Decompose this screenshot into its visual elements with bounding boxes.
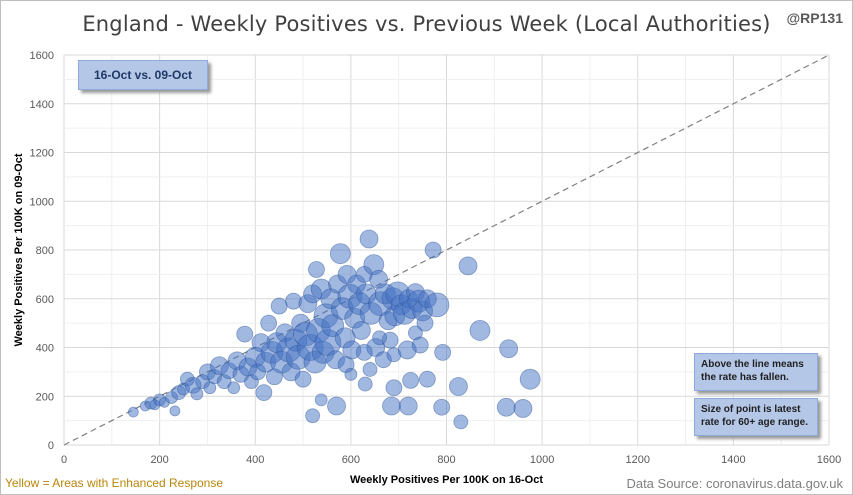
note-above-line: Above the line means the rate has fallen… (694, 353, 818, 391)
data-point (270, 297, 288, 315)
data-point (433, 398, 451, 416)
x-tick-label: 600 (342, 454, 360, 466)
data-point (227, 381, 241, 395)
data-point (260, 314, 278, 332)
data-point (327, 396, 346, 416)
data-point (344, 367, 358, 381)
data-point (453, 414, 469, 430)
data-point (449, 377, 468, 396)
note-point-size: Size of point is latest rate for 60+ age… (694, 398, 818, 436)
y-tick-label: 400 (36, 343, 54, 355)
data-point (169, 405, 181, 417)
data-point (351, 321, 371, 340)
x-tick-label: 1000 (530, 454, 554, 466)
data-point (305, 408, 321, 424)
data-point (190, 387, 204, 401)
x-tick-label: 1600 (817, 454, 841, 466)
x-tick-label: 0 (61, 454, 67, 466)
data-point (372, 330, 387, 346)
y-tick-label: 1600 (30, 50, 54, 62)
data-point (308, 261, 325, 278)
data-point (127, 406, 139, 418)
data-point (458, 256, 478, 276)
data-point (255, 384, 273, 401)
data-point (362, 362, 378, 377)
y-tick-label: 1200 (30, 148, 54, 160)
data-point (519, 368, 541, 390)
chart-title: England - Weekly Positives vs. Previous … (82, 12, 771, 36)
data-point (382, 396, 401, 416)
data-point (418, 370, 436, 388)
data-points (127, 229, 541, 430)
y-tick-label: 1000 (30, 196, 54, 208)
data-point (496, 397, 516, 417)
data-point (294, 370, 312, 388)
x-axis-label: Weekly Positives Per 100K on 16-Oct (350, 474, 543, 486)
y-tick-label: 0 (48, 440, 54, 452)
y-tick-label: 200 (36, 391, 54, 403)
x-tick-label: 200 (150, 454, 168, 466)
date-comparison-label: 16-Oct vs. 09-Oct (78, 60, 208, 90)
data-point (385, 379, 403, 397)
data-point (398, 396, 418, 416)
y-tick-label: 800 (36, 245, 54, 257)
x-tick-labels: 0 200 400 600 800 1000 1200 1400 1600 (61, 454, 841, 466)
data-point (236, 325, 254, 343)
x-tick-label: 800 (437, 454, 455, 466)
data-point (513, 399, 533, 418)
y-tick-label: 1400 (30, 99, 54, 111)
x-tick-label: 1200 (626, 454, 650, 466)
footer-data-source: Data Source: coronavirus.data.gov.uk (626, 476, 843, 491)
data-point (359, 229, 379, 249)
data-point (469, 320, 491, 341)
data-point (416, 314, 434, 332)
data-point (314, 393, 328, 407)
x-tick-label: 400 (246, 454, 264, 466)
data-point (329, 243, 351, 265)
y-tick-labels: 0 200 400 600 800 1000 1200 1400 1600 (30, 50, 54, 452)
data-point (402, 372, 420, 389)
y-tick-label: 600 (36, 294, 54, 306)
footer-enhanced-response-note: Yellow = Areas with Enhanced Response (5, 476, 224, 490)
data-point (434, 343, 452, 361)
x-tick-label: 1400 (721, 454, 745, 466)
data-point (499, 339, 519, 359)
y-axis-label: Weekly Positives Per 100K on 09-Oct (13, 153, 25, 346)
data-point (424, 241, 442, 259)
data-point (357, 376, 373, 392)
data-point (355, 343, 373, 361)
data-point (424, 292, 450, 318)
data-point (411, 336, 429, 354)
author-handle: @RP131 (786, 10, 843, 26)
